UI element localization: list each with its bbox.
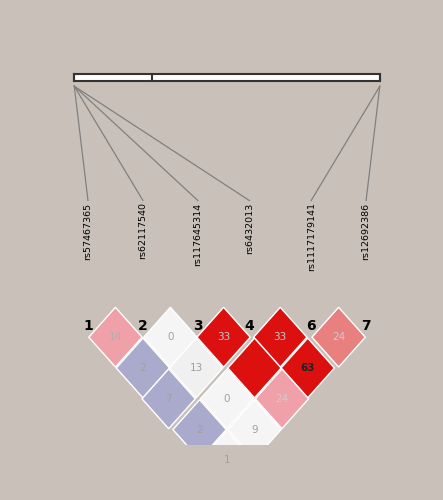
Text: 13: 13 [190,363,203,373]
Text: 4: 4 [245,318,254,332]
Text: 7: 7 [361,318,371,332]
Text: 9: 9 [251,424,258,434]
Text: 0: 0 [224,394,230,404]
Text: 33: 33 [274,332,287,342]
Text: 24: 24 [332,332,345,342]
Polygon shape [200,430,254,490]
Polygon shape [312,308,365,367]
Text: 3: 3 [193,318,202,332]
Polygon shape [144,308,197,367]
Polygon shape [255,369,309,428]
Text: rs62117540: rs62117540 [138,202,148,260]
Polygon shape [228,338,281,398]
Text: 0: 0 [167,332,174,342]
Text: rs57467365: rs57467365 [83,202,93,260]
Text: 1: 1 [224,456,230,466]
Polygon shape [116,338,170,398]
Text: 6: 6 [307,318,316,332]
Polygon shape [197,308,250,367]
Polygon shape [142,369,195,428]
Polygon shape [200,369,254,428]
Text: 2: 2 [140,363,146,373]
Text: 2: 2 [138,318,148,332]
Text: 14: 14 [109,332,122,342]
Bar [74,74,380,81]
Polygon shape [89,308,142,367]
Text: rs1117179141: rs1117179141 [307,202,316,272]
Text: 2: 2 [196,424,203,434]
Text: 33: 33 [217,332,230,342]
Text: 1: 1 [83,318,93,332]
Text: rs117645314: rs117645314 [193,202,202,266]
Polygon shape [253,308,307,367]
Text: 7: 7 [165,394,172,404]
Text: rs6432013: rs6432013 [245,202,254,254]
Polygon shape [281,338,334,398]
Polygon shape [173,400,226,460]
Text: rs12692386: rs12692386 [361,202,371,260]
Polygon shape [170,338,223,398]
Text: 63: 63 [300,363,315,373]
Polygon shape [228,400,281,460]
Text: 24: 24 [276,394,288,404]
